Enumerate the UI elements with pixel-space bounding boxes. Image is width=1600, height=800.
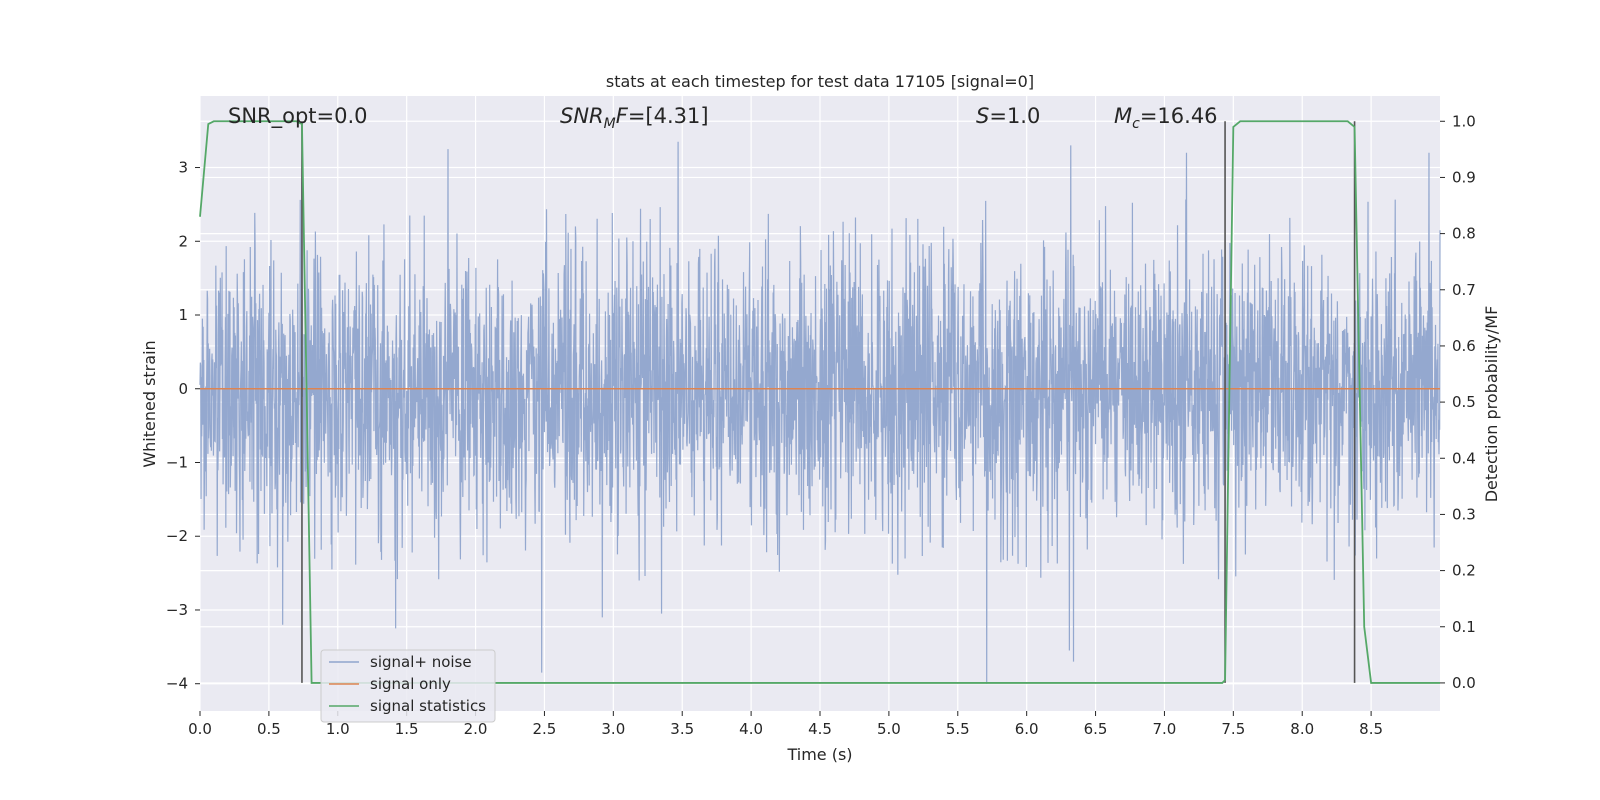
x-tick-label-16: 8.0 [1290,720,1314,738]
x-tick-label-17: 8.5 [1359,720,1383,738]
y2-axis-label: Detection probability/MF [1482,306,1501,503]
x-tick-label-13: 6.5 [1084,720,1108,738]
y-axis-ticks: −4 −3 −2 −1 0 1 2 3 [166,159,200,693]
y2-tick-label-5: 0.5 [1452,393,1476,411]
x-tick-label-1: 0.5 [257,720,281,738]
y-tick-label-7: 3 [178,159,188,177]
series-signal-noise [199,141,1441,684]
y-tick-label-0: −4 [166,675,188,693]
y2-tick-label-6: 0.6 [1452,337,1476,355]
x-tick-label-11: 5.5 [946,720,970,738]
x-tick-label-8: 4.0 [739,720,763,738]
x-tick-label-12: 6.0 [1015,720,1039,738]
annotation-snr-opt: SNR_opt=0.0 [228,104,368,129]
legend-box [320,649,496,723]
x-tick-label-9: 4.5 [808,720,832,738]
legend: signal+ noise signal only signal statist… [320,649,496,723]
x-tick-label-2: 1.0 [326,720,350,738]
y-tick-label-3: −1 [166,453,188,471]
y2-tick-label-9: 0.9 [1452,168,1476,186]
chart-title: stats at each timestep for test data 171… [606,72,1034,91]
signal-statistics-line [199,120,1440,684]
x-tick-label-5: 2.5 [533,720,557,738]
y2-tick-label-1: 0.1 [1452,618,1476,636]
y-tick-label-5: 1 [178,306,188,324]
y2-tick-label-8: 0.8 [1452,225,1476,243]
legend-label-signal-noise: signal+ noise [370,653,472,671]
y2-tick-label-0: 0.0 [1452,674,1476,692]
y2-tick-label-2: 0.2 [1452,562,1476,580]
x-tick-label-6: 3.0 [601,720,625,738]
y2-tick-label-4: 0.4 [1452,449,1476,467]
x-tick-label-14: 7.0 [1153,720,1177,738]
x-tick-label-3: 1.5 [395,720,419,738]
y-tick-label-4: 0 [178,380,188,398]
y-tick-label-1: −3 [166,601,188,619]
noise-line [199,141,1441,684]
x-axis-label: Time (s) [786,745,852,764]
x-axis-ticks: 0.0 0.5 1.0 1.5 2.0 2.5 3.0 3.5 4.0 4.5 5.0 5.5 6.0 6… [188,711,1383,738]
y-tick-label-2: −2 [166,527,188,545]
series-signal-statistics [199,120,1440,684]
x-tick-label-7: 3.5 [670,720,694,738]
y2-axis-ticks: 0.0 0.1 0.2 0.3 0.4 0.5 0.6 0.7 0.8 0.9 1.0 [1440,112,1476,692]
annotation-snr-opt-text: SNR_opt=0.0 [228,104,368,129]
legend-label-signal-statistics: signal statistics [370,697,486,715]
annotation-mc: Mc=16.46 [1114,104,1218,132]
detection-vertical-lines [301,121,1356,683]
y2-tick-label-3: 0.3 [1452,505,1476,523]
y2-tick-label-7: 0.7 [1452,281,1476,299]
legend-label-signal-only: signal only [370,675,451,693]
y-axis-label: Whitened strain [140,340,159,467]
x-tick-label-15: 7.5 [1221,720,1245,738]
y2-tick-label-10: 1.0 [1452,112,1476,130]
y-tick-label-6: 2 [178,232,188,250]
x-tick-label-0: 0.0 [188,720,212,738]
x-tick-label-4: 2.0 [464,720,488,738]
annotation-s: S=1.0 [976,104,1040,128]
annotation-snr-mf: SNRMF=[4.31] [560,104,709,132]
x-tick-label-10: 5.0 [877,720,901,738]
